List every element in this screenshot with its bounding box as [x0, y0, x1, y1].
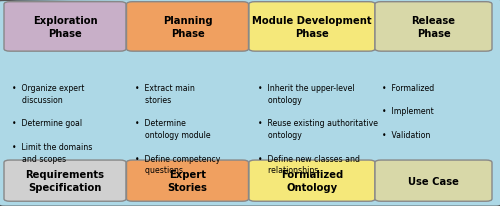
Text: Expert
Stories: Expert Stories	[168, 170, 207, 192]
Text: •  Extract main
    stories

•  Determine
    ontology module

•  Define compete: • Extract main stories • Determine ontol…	[135, 83, 220, 175]
Text: Release
Phase: Release Phase	[412, 16, 456, 39]
Text: •  Organize expert
    discussion

•  Determine goal

•  Limit the domains
    a: • Organize expert discussion • Determine…	[12, 83, 93, 163]
FancyBboxPatch shape	[126, 160, 248, 201]
Text: Use Case: Use Case	[408, 176, 459, 186]
FancyBboxPatch shape	[126, 3, 248, 52]
Text: Requirements
Specification: Requirements Specification	[26, 170, 104, 192]
FancyBboxPatch shape	[375, 3, 492, 52]
Text: Formalized
Ontology: Formalized Ontology	[281, 170, 343, 192]
FancyBboxPatch shape	[249, 160, 375, 201]
FancyBboxPatch shape	[4, 160, 126, 201]
FancyBboxPatch shape	[4, 3, 126, 52]
Text: •  Formalized

•  Implement

•  Validation: • Formalized • Implement • Validation	[382, 83, 435, 139]
Text: Module Development
Phase: Module Development Phase	[252, 16, 372, 39]
FancyBboxPatch shape	[249, 3, 375, 52]
FancyBboxPatch shape	[375, 160, 492, 201]
Text: Exploration
Phase: Exploration Phase	[32, 16, 98, 39]
Text: Planning
Phase: Planning Phase	[162, 16, 212, 39]
Text: •  Inherit the upper-level
    ontology

•  Reuse existing authoritative
    ont: • Inherit the upper-level ontology • Reu…	[258, 83, 378, 175]
